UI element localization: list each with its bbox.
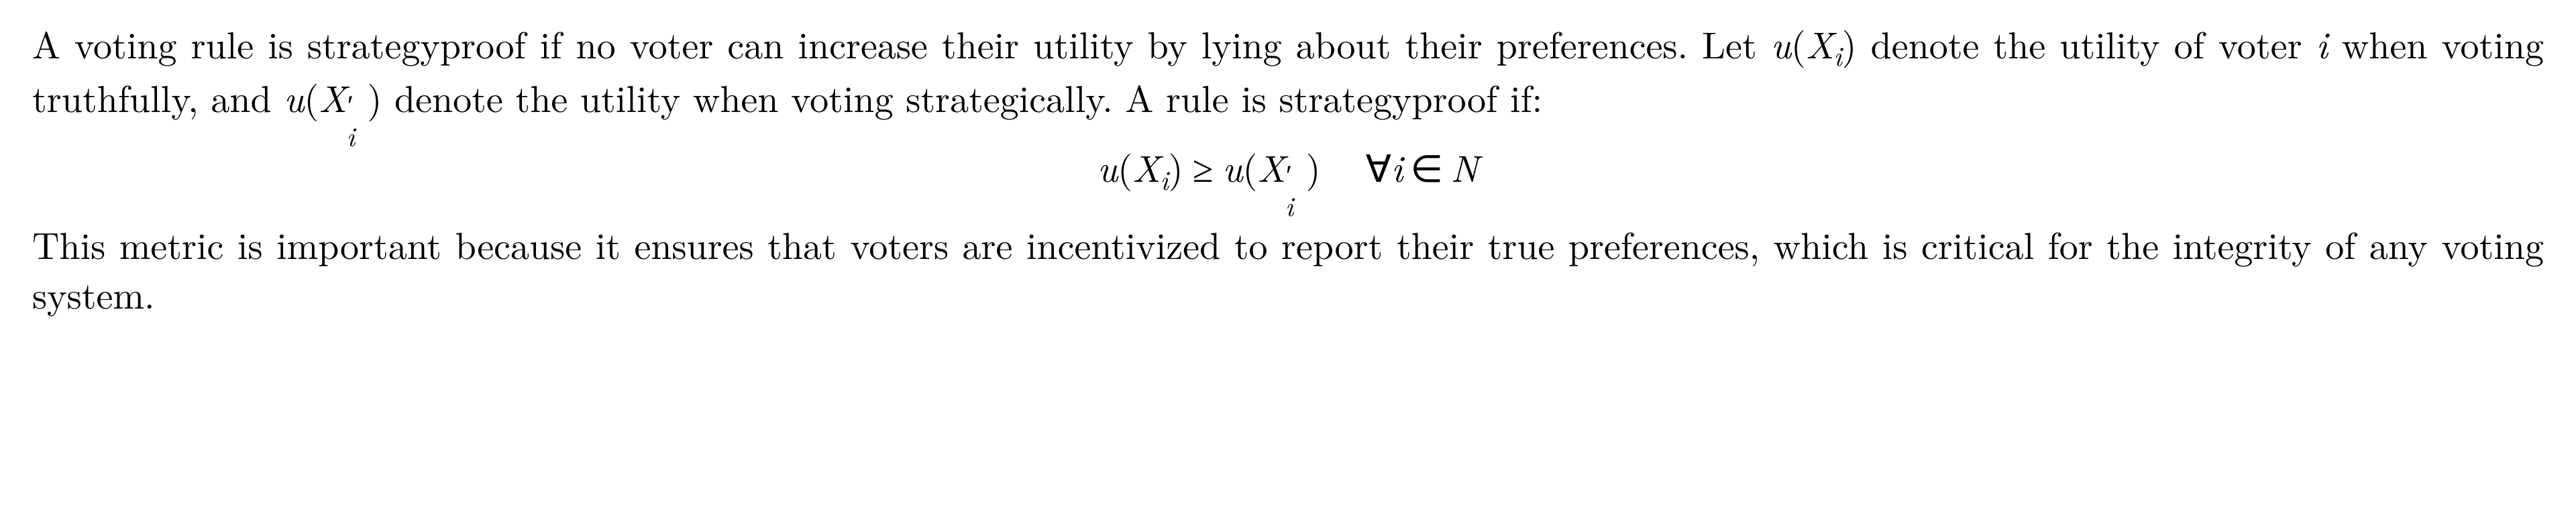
eq-rparen-left: )	[1169, 140, 1183, 193]
math-rparen: )	[1842, 17, 1857, 70]
eq-X-right: X	[1257, 140, 1285, 193]
math-X: X	[1806, 17, 1834, 70]
text-run: This metric is important because it ensu…	[32, 217, 2544, 320]
eq-lparen-left: (	[1118, 140, 1132, 193]
text-run: denote the utility when voting strategic…	[382, 70, 1542, 123]
eq-quant-i: i	[1391, 140, 1403, 193]
text-run: denote the utility of voter	[1857, 17, 2316, 70]
eq-elementof: ∈	[1403, 140, 1450, 193]
eq-sub-i-left: i	[1161, 160, 1169, 198]
math-i: i	[2316, 17, 2328, 70]
eq-rparen-right: )	[1306, 140, 1321, 193]
math-u: u	[284, 70, 304, 123]
eq-u-right: u	[1222, 140, 1242, 193]
math-lparen: (	[1791, 17, 1806, 70]
eq-lparen-right: (	[1243, 140, 1258, 193]
text-run: A voting rule is strategyproof if no vot…	[32, 17, 1771, 70]
eq-sub-i-right: i	[1285, 187, 1293, 223]
document-page: A voting rule is strategyproof if no vot…	[0, 0, 2576, 530]
math-sub-i: i	[1833, 36, 1841, 74]
math-u: u	[1771, 17, 1791, 70]
display-equation: u(Xi)≥u(X′i)∀i∈N	[32, 142, 2544, 196]
eq-X-left: X	[1132, 140, 1161, 193]
math-lparen: (	[304, 70, 319, 123]
math-sub-i: i	[347, 117, 355, 153]
paragraph-definition: A voting rule is strategyproof if no vot…	[32, 19, 2544, 122]
eq-forall: ∀	[1366, 140, 1391, 193]
eq-N: N	[1450, 140, 1479, 193]
eq-u-left: u	[1097, 140, 1118, 193]
paragraph-rationale: This metric is important because it ensu…	[32, 219, 2544, 319]
math-X: X	[319, 70, 347, 123]
eq-geq: ≥	[1183, 140, 1223, 193]
math-rparen: )	[368, 70, 382, 123]
